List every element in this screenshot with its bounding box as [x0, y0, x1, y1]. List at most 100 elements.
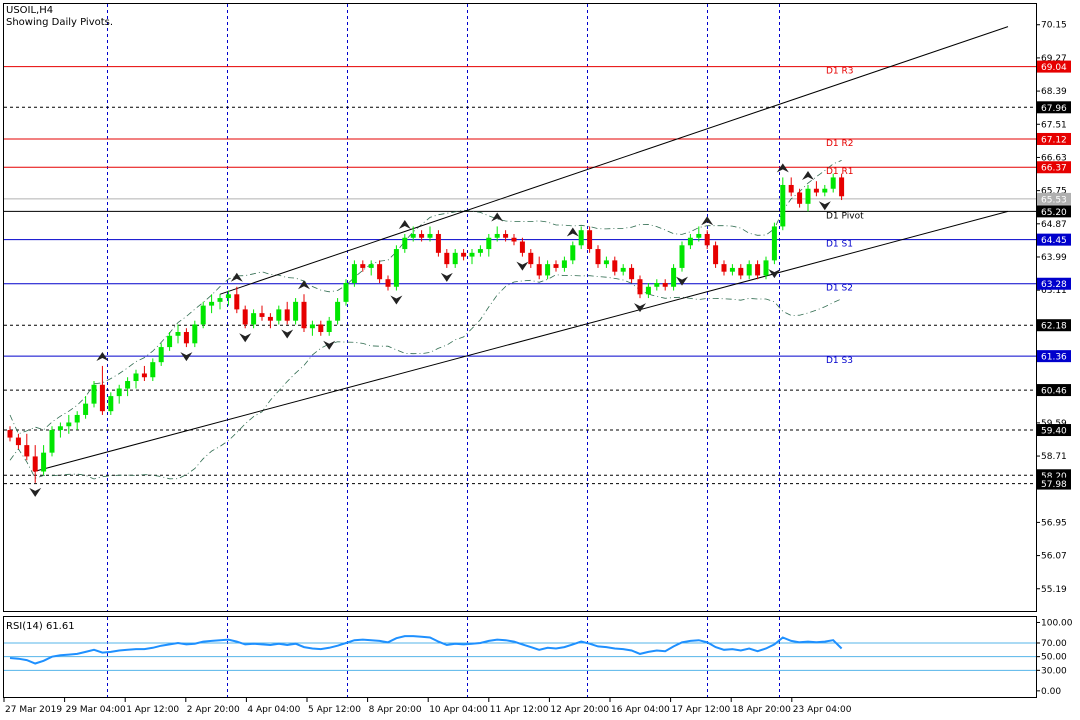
candle — [49, 426, 55, 457]
candle — [704, 230, 710, 250]
fractal-down-icon — [818, 201, 831, 211]
candle-body — [553, 264, 559, 268]
channel-line — [33, 210, 1009, 472]
candle-body — [133, 373, 139, 382]
candle-body — [813, 188, 819, 193]
candle — [696, 226, 702, 242]
candle — [654, 279, 660, 291]
lower-band — [9, 274, 842, 480]
candle-body — [444, 252, 450, 265]
pivot-tag: 65.20 — [1041, 208, 1067, 218]
candle-body — [645, 286, 651, 295]
candle-body — [259, 313, 265, 317]
chart-subtitle: Showing Daily Pivots. — [6, 17, 113, 28]
candle-body — [461, 252, 467, 257]
candle-body — [209, 301, 215, 306]
candle-body — [486, 237, 492, 250]
pivot-tag: 61.36 — [1041, 353, 1067, 363]
candle-body — [435, 233, 441, 253]
candle-body — [629, 267, 635, 280]
candle — [99, 365, 105, 415]
candle — [620, 264, 626, 276]
candle — [444, 249, 450, 268]
trend-channel — [33, 26, 1009, 472]
candle — [217, 294, 223, 310]
price-tick-label: 55.19 — [1041, 585, 1067, 595]
candle — [830, 173, 836, 193]
pivot-tag-box — [1037, 161, 1071, 174]
horizontal-levels — [4, 66, 1036, 485]
candle-body — [301, 301, 307, 329]
candle-body — [427, 233, 433, 238]
candle — [377, 260, 383, 283]
candle-body — [125, 381, 131, 389]
candle — [536, 256, 542, 280]
candle — [108, 392, 114, 415]
candle — [91, 381, 97, 408]
candle-body — [385, 279, 391, 287]
fractal-down-icon — [323, 340, 336, 350]
candle — [746, 260, 752, 280]
candle-body — [192, 324, 198, 344]
candle-body — [318, 324, 324, 333]
candle-body — [771, 226, 777, 261]
candle-body — [175, 332, 181, 336]
candle — [167, 332, 173, 351]
pivot-tag: 64.45 — [1041, 236, 1067, 246]
rsi-tick-label: 30.00 — [1041, 666, 1067, 676]
candle-body — [368, 264, 374, 268]
candle-body — [763, 260, 769, 276]
candle-body — [15, 437, 21, 446]
time-label: 27 Mar 2019 — [5, 705, 62, 715]
time-label: 29 Mar 04:00 — [66, 705, 126, 715]
candle — [24, 433, 30, 461]
candle-body — [729, 267, 735, 272]
time-label: 11 Apr 12:00 — [490, 705, 549, 715]
candle-body — [570, 245, 576, 261]
current-price-tag-box — [1037, 192, 1071, 205]
pivot-label: D1 R3 — [826, 67, 854, 77]
pivot-tag: 63.28 — [1041, 280, 1067, 290]
candle-body — [797, 192, 803, 204]
time-label: 23 Apr 04:00 — [793, 705, 852, 715]
pivot-tag-box — [1037, 205, 1071, 218]
candle-body — [839, 177, 845, 197]
time-label: 1 Apr 12:00 — [126, 705, 179, 715]
level-tag: 60.46 — [1041, 387, 1067, 397]
pivot-tag: 66.37 — [1041, 164, 1067, 174]
candle — [192, 320, 198, 348]
candle — [133, 369, 139, 389]
time-label: 16 Apr 04:00 — [611, 705, 670, 715]
candle-body — [679, 245, 685, 268]
price-tick-label: 63.99 — [1041, 253, 1067, 263]
fractal-up-icon — [802, 170, 814, 180]
candle — [343, 279, 349, 306]
price-tick-label: 58.71 — [1041, 452, 1067, 462]
fractal-down-icon — [281, 329, 294, 339]
candle-body — [141, 373, 147, 378]
candle — [158, 343, 164, 366]
price-tick-label: 56.07 — [1041, 552, 1067, 562]
fractal-down-icon — [440, 272, 453, 282]
candle-body — [116, 388, 122, 397]
pivot-label: D1 S1 — [826, 240, 853, 250]
candle-body — [519, 241, 525, 253]
candle — [813, 181, 819, 197]
candle — [662, 279, 668, 291]
candle — [612, 256, 618, 276]
pivot-label: D1 S3 — [826, 356, 853, 366]
rsi-title: RSI(14) 61.61 — [6, 621, 75, 632]
price-tags: 69.04 67.12 66.37 65.20 64.45 63.28 61.36 67.96… — [1037, 60, 1071, 490]
candle-body — [662, 282, 668, 287]
candle — [679, 241, 685, 272]
candle-body — [822, 188, 828, 193]
candle-body — [360, 264, 366, 268]
candle — [410, 226, 416, 242]
candle — [452, 249, 458, 268]
candle — [183, 328, 189, 348]
candle — [503, 230, 509, 242]
candle-body — [755, 264, 761, 276]
pivot-label: D1 S2 — [826, 284, 853, 294]
fractal-up-icon — [491, 212, 504, 222]
candle-body — [24, 445, 30, 457]
